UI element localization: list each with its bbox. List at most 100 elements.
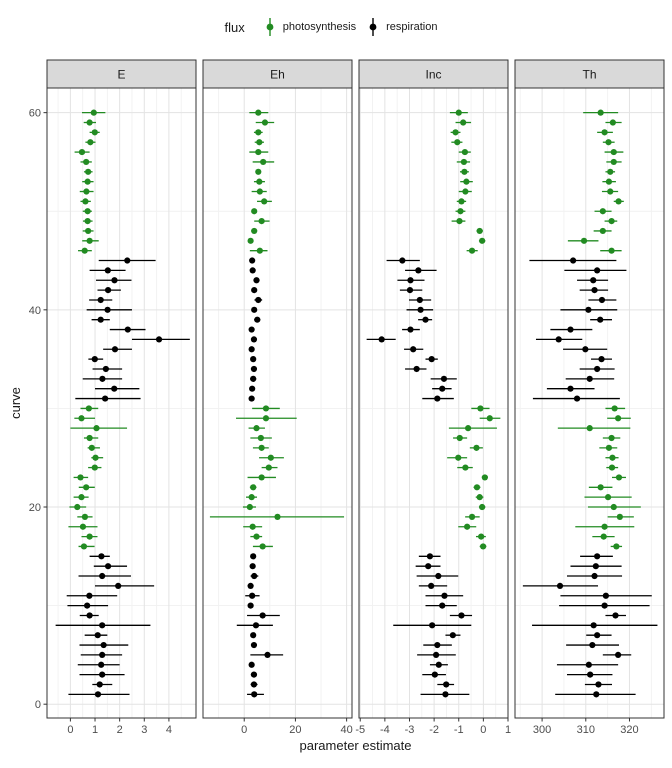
point-estimate [94, 691, 102, 698]
point-estimate [84, 602, 91, 609]
pointrange-curve-55 [252, 158, 275, 166]
point-estimate [601, 602, 608, 609]
point-estimate [99, 651, 106, 659]
point-estimate [100, 641, 107, 649]
point-estimate [407, 326, 414, 333]
point-estimate [555, 336, 562, 343]
point-estimate [432, 651, 440, 659]
point-estimate [274, 513, 281, 520]
pointrange-curve-16 [252, 543, 273, 550]
pointrange-curve-7 [250, 632, 257, 639]
point-estimate [97, 296, 104, 304]
point-estimate [570, 257, 577, 264]
pointrange-curve-31 [532, 395, 620, 402]
pointrange-curve-52 [601, 188, 619, 195]
pointrange-curve-3 [79, 671, 125, 678]
point-estimate [256, 139, 263, 146]
pointrange-curve-27 [83, 434, 99, 442]
pointrange-curve-10 [559, 602, 650, 609]
pointrange-curve-28 [557, 425, 631, 432]
point-estimate [78, 415, 85, 422]
pointrange-curve-42 [251, 287, 258, 294]
pointrange-curve-57 [85, 139, 96, 146]
point-estimate [592, 563, 599, 570]
pointrange-curve-19 [465, 513, 480, 520]
pointrange-curve-5 [250, 651, 284, 659]
pointrange-curve-4 [556, 661, 619, 668]
point-estimate [250, 365, 258, 373]
point-estimate [410, 346, 417, 353]
point-estimate [251, 227, 258, 235]
legend-entry-label: respiration [386, 21, 438, 33]
pointrange-curve-54 [255, 168, 262, 175]
pointrange-curve-56 [458, 148, 471, 156]
pointrange-curve-31 [422, 395, 454, 402]
point-estimate [86, 612, 93, 619]
pointrange-curve-55 [456, 158, 471, 166]
point-estimate [79, 523, 87, 530]
point-estimate [406, 287, 414, 294]
pointrange-curve-53 [253, 178, 265, 185]
point-estimate [461, 168, 468, 175]
point-estimate [83, 158, 90, 166]
point-estimate [609, 119, 616, 126]
point-estimate [594, 267, 601, 274]
pointrange-curve-55 [80, 158, 92, 166]
pointrange-curve-20 [242, 503, 256, 511]
point-estimate [573, 395, 581, 402]
point-estimate [591, 287, 598, 294]
pointrange-curve-47 [247, 237, 254, 244]
pointrange-curve-11 [560, 592, 652, 599]
point-estimate [78, 148, 86, 156]
pointrange-curve-38 [550, 326, 593, 333]
pointrange-curve-18 [458, 523, 477, 530]
point-estimate [85, 227, 92, 235]
point-estimate [567, 326, 574, 333]
point-estimate [250, 681, 258, 688]
point-estimate [255, 168, 262, 175]
pointrange-curve-1 [555, 691, 636, 698]
point-estimate [599, 227, 606, 235]
x-tick-label: 40 [340, 724, 352, 736]
point-estimate [476, 227, 483, 235]
point-estimate [78, 494, 85, 501]
pointrange-curve-20 [69, 503, 87, 511]
point-estimate [255, 129, 262, 136]
pointrange-curve-47 [82, 237, 99, 244]
point-estimate [455, 454, 462, 461]
pointrange-curve-13 [416, 572, 459, 580]
pointrange-curve-29 [607, 415, 631, 422]
pointrange-curve-24 [88, 464, 102, 471]
pointrange-curve-45 [249, 257, 256, 264]
point-estimate [257, 434, 264, 442]
point-estimate [597, 109, 604, 116]
pointrange-curve-53 [82, 178, 94, 185]
legend-entry-photosynthesis: photosynthesis [263, 15, 356, 39]
pointrange-curve-41 [588, 296, 617, 304]
point-estimate [85, 405, 92, 412]
pointrange-curve-3 [250, 671, 258, 678]
point-estimate [74, 503, 81, 511]
point-estimate [90, 109, 97, 116]
x-tick-label: 1 [505, 724, 511, 736]
pointrange-curve-9 [605, 612, 626, 619]
point-estimate [455, 109, 462, 116]
x-tick-label: 1 [92, 724, 98, 736]
facet-strip [514, 59, 665, 89]
pointrange-curve-48 [593, 227, 612, 235]
pointrange-curve-2 [250, 681, 258, 688]
pointrange-curve-20 [478, 503, 486, 511]
point-estimate [593, 691, 600, 698]
pointrange-curve-1 [68, 691, 130, 698]
pointrange-curve-36 [563, 346, 608, 353]
pointrange-curve-14 [415, 563, 441, 570]
legend-entry-respiration: respiration [366, 15, 437, 39]
point-estimate [468, 513, 476, 520]
pointrange-curve-31 [75, 395, 141, 402]
pointrange-curve-25 [259, 454, 284, 461]
point-estimate [589, 641, 596, 649]
pointrange-curve-49 [254, 217, 270, 225]
point-estimate [104, 287, 112, 294]
pointrange-curve-23 [612, 474, 626, 481]
point-estimate [104, 563, 112, 570]
